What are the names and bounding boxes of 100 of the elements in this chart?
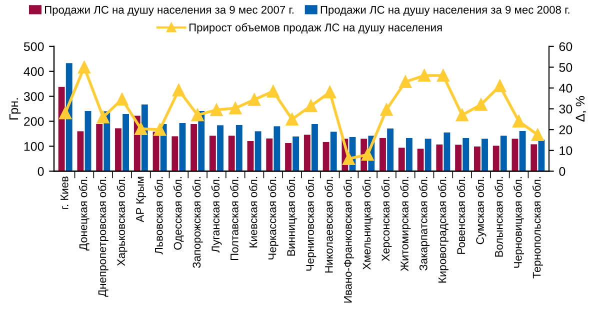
- x-tick-label: Полтавская обл.: [230, 177, 238, 260]
- x-tick-label: Черновицкая обл.: [514, 177, 524, 268]
- point: [286, 112, 298, 126]
- legend-label: Прирост объемов продаж ЛС на душу населения: [189, 23, 442, 34]
- bar: [209, 136, 216, 172]
- bar: [482, 138, 488, 172]
- y-tick-label: 200: [24, 117, 44, 126]
- y-tick-label: 300: [24, 92, 44, 101]
- bar: [330, 132, 337, 172]
- point: [154, 123, 166, 136]
- bar: [406, 138, 412, 172]
- bar: [266, 138, 273, 172]
- point: [531, 128, 544, 142]
- x-tick-label: Днепропетровская обл.: [98, 177, 108, 297]
- x-tick-label: Кировоградская обл.: [438, 177, 448, 283]
- bar: [512, 138, 518, 172]
- x-tick-label: Херсонская обл.: [381, 177, 392, 262]
- bar: [274, 126, 280, 172]
- bar: [519, 131, 526, 172]
- bar: [322, 142, 330, 172]
- x-tick-label: Одесская обл.: [173, 177, 184, 250]
- point: [436, 69, 450, 82]
- x-tick-label: Львовская обл.: [154, 177, 163, 254]
- x-tick-label: Закарпатская обл.: [419, 177, 430, 271]
- y-tick-label: 500: [24, 42, 44, 52]
- x-tick-label: Ровенская обл.: [456, 177, 466, 254]
- bar: [462, 138, 470, 172]
- bar: [492, 146, 500, 172]
- x-tick-label: г. Киев: [60, 176, 68, 209]
- x-tick-label: Житомирская обл.: [400, 177, 411, 272]
- bar: [304, 134, 310, 172]
- bar: [387, 128, 394, 172]
- point: [116, 92, 128, 106]
- point: [418, 69, 431, 82]
- bar: [179, 123, 186, 172]
- point: [324, 86, 336, 98]
- y2-axis-title: Δ, %: [576, 96, 586, 122]
- point: [78, 60, 90, 74]
- x-tick-label: Николаевская обл.: [324, 177, 333, 272]
- point: [266, 85, 280, 98]
- bar: [236, 125, 242, 172]
- x-tick-label: Тернопольская обл.: [532, 177, 543, 278]
- bar: [115, 128, 122, 172]
- x-tick-label: Черниговская обл.: [306, 177, 316, 271]
- point: [380, 103, 393, 116]
- bar: [398, 148, 405, 172]
- point: [59, 106, 72, 120]
- y2-tick-label: 60: [559, 42, 572, 52]
- point: [172, 84, 185, 96]
- bar: [380, 138, 386, 172]
- x-tick-label: Винницкая обл.: [286, 177, 298, 256]
- y2-tick-label: 0: [559, 167, 566, 176]
- x-tick-label: Харьковская обл.: [116, 177, 128, 266]
- point: [512, 115, 526, 128]
- x-tick-label: Донецкая обл.: [78, 177, 90, 250]
- legend-label: Продажи ЛС на душу населения за 9 мес 2007 г.: [45, 6, 294, 16]
- bar: [500, 136, 507, 172]
- point: [342, 152, 355, 165]
- bar: [474, 146, 480, 172]
- point: [456, 108, 468, 122]
- bar: [58, 86, 65, 172]
- y-tick-label: 100: [24, 142, 44, 151]
- x-tick-label: Луганская обл.: [211, 177, 222, 253]
- x-tick-label: Волынская обл.: [494, 177, 503, 257]
- bar: [122, 114, 130, 172]
- point: [494, 80, 506, 92]
- bar: [77, 131, 84, 172]
- point: [191, 108, 204, 122]
- point: [361, 148, 374, 161]
- x-tick-label: Сумская обл.: [476, 177, 486, 244]
- bar: [228, 136, 235, 172]
- x-tick-label: Ивано-Франковская обл.: [344, 177, 354, 303]
- bar: [190, 124, 198, 172]
- point: [399, 76, 412, 88]
- y2-tick-label: 20: [559, 125, 572, 134]
- y2-tick-label: 40: [559, 84, 572, 93]
- bar: [436, 144, 443, 172]
- point: [229, 102, 242, 114]
- y2-tick-label: 30: [559, 104, 572, 114]
- bar: [285, 142, 292, 172]
- bar: [417, 148, 424, 172]
- bar: [292, 136, 300, 172]
- point: [134, 122, 148, 136]
- y-tick-label: 400: [24, 67, 44, 76]
- point: [96, 110, 110, 124]
- x-tick-label: Черкасская обл.: [268, 177, 278, 260]
- point: [210, 104, 223, 116]
- bar: [455, 144, 462, 172]
- y-axis-title: Грн.: [9, 98, 21, 120]
- bar: [172, 136, 178, 172]
- bar: [424, 138, 432, 172]
- point: [474, 98, 488, 111]
- bar: [96, 124, 103, 172]
- bar: [254, 131, 262, 172]
- bar: [84, 111, 92, 172]
- bar: [530, 144, 538, 172]
- bar: [444, 132, 450, 172]
- bar: [217, 125, 224, 172]
- y2-tick-label: 10: [560, 146, 572, 156]
- x-tick-label: Киевская обл.: [248, 177, 258, 248]
